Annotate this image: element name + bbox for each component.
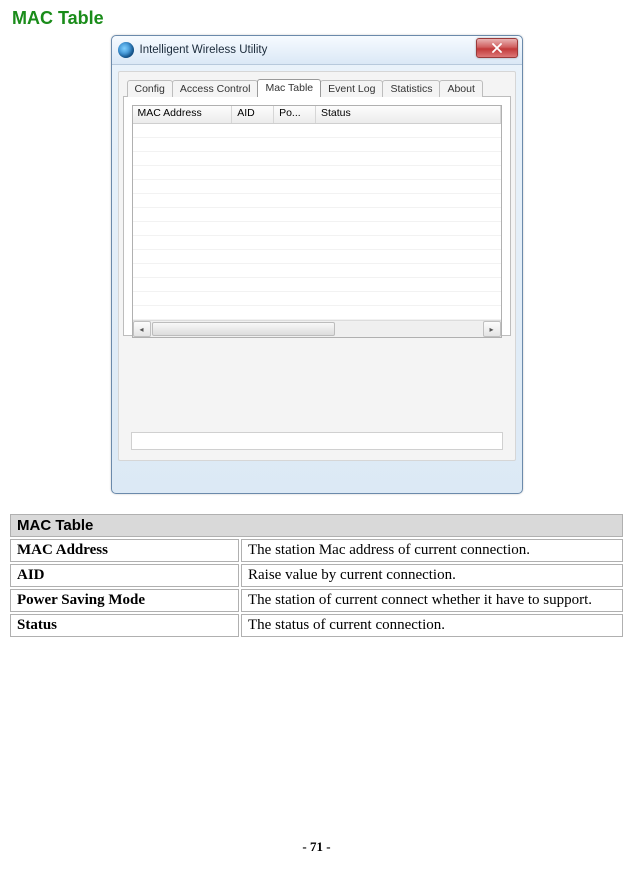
table-row[interactable] (133, 306, 501, 320)
table-row[interactable] (133, 278, 501, 292)
app-window: Intelligent Wireless Utility ConfigAcces… (111, 35, 523, 494)
table-row[interactable] (133, 264, 501, 278)
desc-header: MAC Table (10, 514, 623, 537)
desc-label: AID (10, 564, 239, 587)
description-table: MAC Table MAC AddressThe station Mac add… (8, 512, 625, 639)
table-row[interactable] (133, 124, 501, 138)
horizontal-scrollbar[interactable]: ◂ ▸ (133, 320, 501, 337)
window-container: Intelligent Wireless Utility ConfigAcces… (8, 35, 625, 494)
titlebar[interactable]: Intelligent Wireless Utility (112, 36, 522, 65)
close-icon (492, 43, 502, 53)
table-row[interactable] (133, 166, 501, 180)
window-footer-spacer (112, 467, 522, 493)
scroll-left-arrow-icon[interactable]: ◂ (133, 321, 151, 337)
column-header[interactable]: Status (316, 106, 501, 123)
tab-mac-table[interactable]: Mac Table (257, 79, 321, 97)
app-icon (118, 42, 134, 58)
desc-label: Status (10, 614, 239, 637)
table-row[interactable] (133, 194, 501, 208)
table-row[interactable] (133, 138, 501, 152)
column-header[interactable]: MAC Address (133, 106, 233, 123)
tab-statistics[interactable]: Statistics (382, 80, 440, 97)
scroll-thumb[interactable] (152, 322, 336, 336)
page-title: MAC Table (12, 8, 625, 29)
page-number: - 71 - (8, 839, 625, 855)
table-row[interactable] (133, 292, 501, 306)
table-row[interactable] (133, 236, 501, 250)
grid-header-row: MAC AddressAIDPo...Status (133, 106, 501, 124)
tab-event-log[interactable]: Event Log (320, 80, 383, 97)
desc-label: Power Saving Mode (10, 589, 239, 612)
status-field (131, 432, 503, 450)
desc-label: MAC Address (10, 539, 239, 562)
scroll-track[interactable] (152, 322, 482, 336)
table-row[interactable] (133, 180, 501, 194)
desc-value: The status of current connection. (241, 614, 623, 637)
table-row[interactable] (133, 208, 501, 222)
window-title: Intelligent Wireless Utility (140, 44, 268, 56)
scroll-right-arrow-icon[interactable]: ▸ (483, 321, 501, 337)
column-header[interactable]: AID (232, 106, 274, 123)
table-row[interactable] (133, 250, 501, 264)
tab-panel-mac-table: MAC AddressAIDPo...Status ◂ ▸ (123, 96, 511, 336)
tab-about[interactable]: About (439, 80, 482, 97)
desc-value: The station Mac address of current conne… (241, 539, 623, 562)
column-header[interactable]: Po... (274, 106, 316, 123)
window-body: ConfigAccess ControlMac TableEvent LogSt… (118, 71, 516, 461)
desc-value: Raise value by current connection. (241, 564, 623, 587)
table-row[interactable] (133, 152, 501, 166)
grid-body (133, 124, 501, 320)
tab-config[interactable]: Config (127, 80, 173, 97)
table-row[interactable] (133, 222, 501, 236)
mac-table-grid: MAC AddressAIDPo...Status ◂ ▸ (132, 105, 502, 338)
desc-value: The station of current connect whether i… (241, 589, 623, 612)
close-button[interactable] (476, 38, 518, 58)
tab-strip: ConfigAccess ControlMac TableEvent LogSt… (123, 76, 511, 96)
tab-access-control[interactable]: Access Control (172, 80, 259, 97)
lower-spacer (123, 336, 511, 432)
